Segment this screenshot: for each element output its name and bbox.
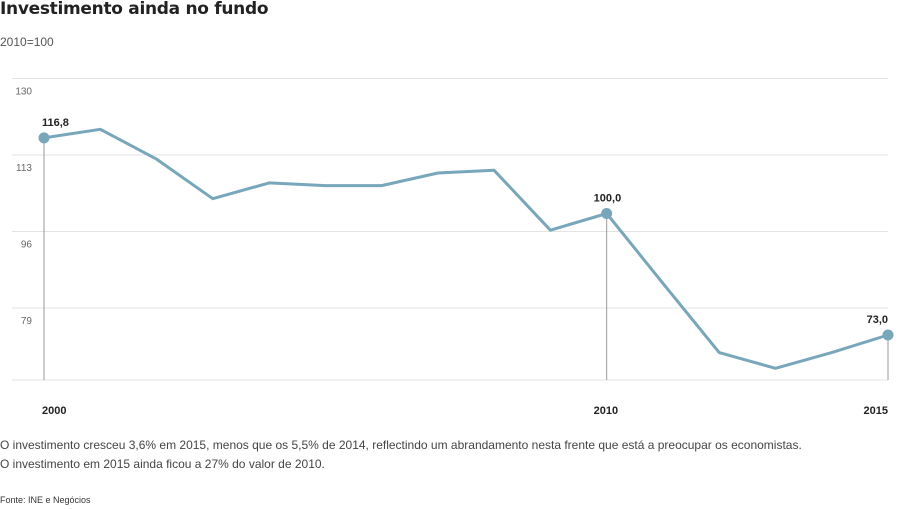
data-point-marker [601, 208, 613, 219]
series-line [42, 127, 890, 370]
chart-subtitle: 2010=100 [0, 35, 54, 49]
data-label: 73,0 [867, 314, 888, 326]
data-point-marker [38, 132, 50, 144]
chart-note-2: O investimento em 2015 ainda ficou a 27%… [0, 457, 325, 471]
x-tick-label: 2015 [864, 405, 888, 417]
y-tick-label: 130 [15, 87, 32, 98]
data-label: 100,0 [594, 193, 622, 205]
chart-source: Fonte: INE e Negócios [0, 495, 91, 505]
line-chart: 130 113 96 79 116,8 100,0 73,0 2000 2010 2015 [12, 78, 894, 417]
x-tick-label: 2010 [594, 405, 618, 417]
chart-note-1: O investimento cresceu 3,6% em 2015, men… [0, 438, 802, 452]
y-tick-label: 79 [21, 316, 33, 327]
y-tick-label: 113 [16, 163, 32, 174]
data-label: 116,8 [42, 117, 69, 129]
chart-title: Investimento ainda no fundo [0, 0, 269, 19]
data-point-marker [882, 329, 894, 341]
x-tick-label: 2000 [42, 405, 66, 417]
y-tick-label: 96 [21, 240, 33, 251]
